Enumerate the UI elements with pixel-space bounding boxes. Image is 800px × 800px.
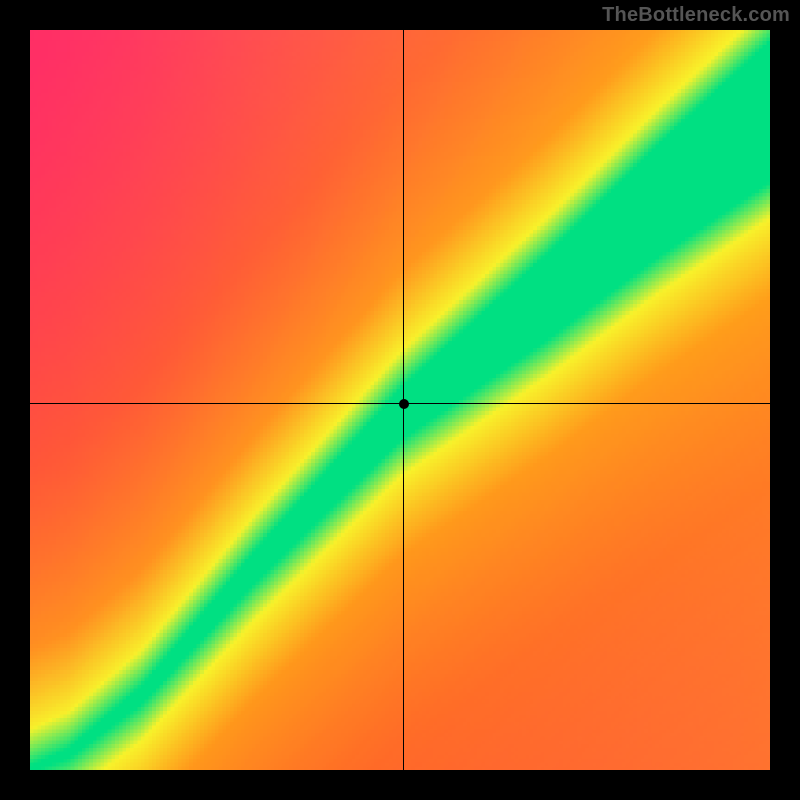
watermark-text: TheBottleneck.com — [602, 4, 790, 27]
focus-marker — [399, 399, 409, 409]
chart-container: TheBottleneck.com — [0, 0, 800, 800]
